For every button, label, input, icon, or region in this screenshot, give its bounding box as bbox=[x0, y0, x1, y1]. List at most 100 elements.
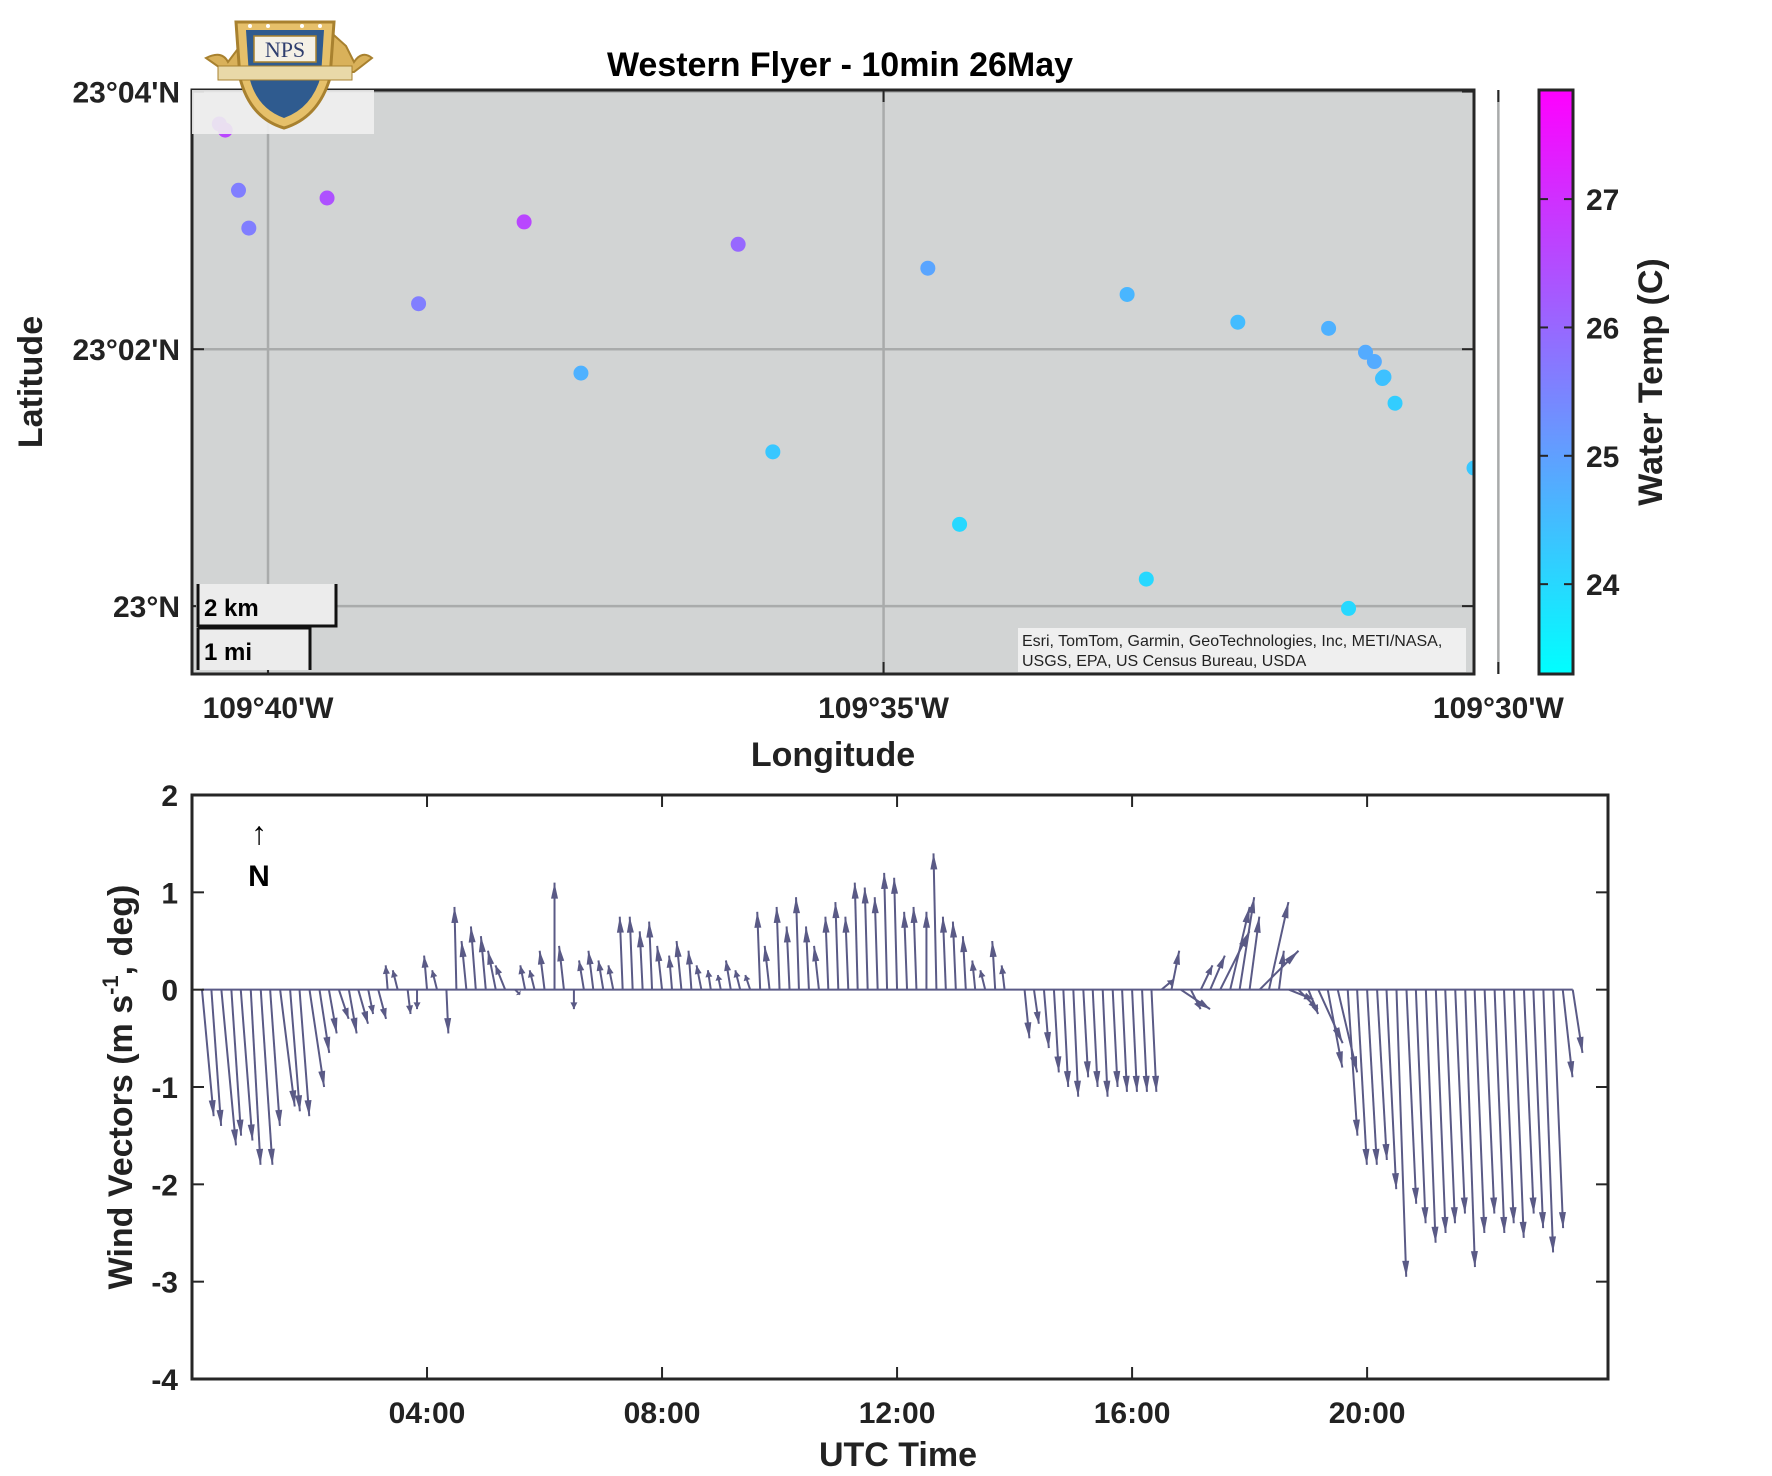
wind-vector-head bbox=[861, 887, 869, 904]
wind-vector-head bbox=[256, 1148, 264, 1165]
map-x-tick-label: 109°35'W bbox=[818, 692, 950, 725]
map-point bbox=[411, 296, 427, 312]
wind-vector-head bbox=[626, 916, 634, 933]
wind-vector-head bbox=[1421, 1207, 1429, 1224]
wind-vector-head bbox=[881, 872, 889, 889]
wind-vector-head bbox=[350, 1017, 358, 1034]
wind-vector-head bbox=[1278, 950, 1286, 965]
wind-vector-head bbox=[515, 990, 521, 996]
wind-vector-head bbox=[478, 936, 486, 953]
wind-vector bbox=[1464, 989, 1476, 1268]
wind-vector bbox=[1405, 989, 1418, 1204]
scale-bar: 2 km 1 mi bbox=[196, 584, 338, 670]
wind-vector bbox=[239, 989, 254, 1141]
wind-vector-head bbox=[1576, 1036, 1584, 1053]
wind-vector-head bbox=[367, 1004, 375, 1014]
wind-vector bbox=[1111, 989, 1119, 1088]
attribution-line-2: USGS, EPA, US Census Bureau, USDA bbox=[1022, 653, 1307, 670]
wind-y-tick-label: -4 bbox=[151, 1364, 178, 1397]
wind-vector-head bbox=[842, 916, 850, 933]
wind-vector-head bbox=[969, 960, 977, 972]
wind-vector-head bbox=[468, 926, 476, 943]
wind-vector-head bbox=[1284, 950, 1299, 965]
wind-vector bbox=[1366, 989, 1378, 1165]
map-points bbox=[211, 116, 1504, 631]
wind-vector-head bbox=[537, 950, 545, 965]
wind-vector bbox=[1512, 989, 1525, 1238]
wind-vector bbox=[1414, 989, 1427, 1224]
wind-vector bbox=[1150, 989, 1158, 1092]
wind-vector-head bbox=[430, 970, 438, 978]
wind-vector bbox=[863, 887, 869, 990]
wind-vector-head bbox=[832, 902, 840, 919]
wind-vector-head bbox=[216, 1109, 224, 1126]
wind-vector-head bbox=[495, 965, 503, 976]
wind-vector-head bbox=[674, 941, 682, 958]
nps-logo: NPS bbox=[192, 20, 374, 134]
colorbar-tick-label: 24 bbox=[1586, 569, 1620, 602]
attribution-line-1: Esri, TomTom, Garmin, GeoTechnologies, I… bbox=[1022, 633, 1442, 650]
wind-vector-head bbox=[871, 897, 879, 914]
wind-vector-head bbox=[1093, 1070, 1101, 1087]
map-point bbox=[1387, 395, 1403, 411]
wind-vector-head bbox=[743, 975, 751, 982]
wind-vector-head bbox=[724, 960, 732, 972]
wind-vector-head bbox=[1431, 1226, 1439, 1243]
map-point bbox=[1321, 320, 1337, 336]
wind-y-label-end: , deg) bbox=[102, 885, 140, 976]
wind-vector-head bbox=[1113, 1070, 1121, 1087]
wind-vector-head bbox=[1197, 999, 1211, 1010]
wind-vector-head bbox=[323, 1036, 331, 1053]
wind-y-tick-label: -3 bbox=[151, 1267, 178, 1300]
wind-vector-head bbox=[1441, 1216, 1449, 1233]
wind-y-label-sup: -1 bbox=[98, 975, 123, 995]
wind-y-tick-label: 1 bbox=[161, 877, 178, 910]
scale-bar-mi-box bbox=[196, 628, 310, 670]
wind-vector-head bbox=[596, 960, 604, 972]
wind-vector-head bbox=[518, 965, 526, 975]
wind-vector-head bbox=[459, 941, 467, 958]
wind-vector bbox=[210, 989, 223, 1127]
wind-vector-head bbox=[361, 1010, 369, 1024]
wind-vector-head bbox=[1132, 1075, 1140, 1092]
wind-vector bbox=[230, 989, 243, 1136]
logo-star-icon bbox=[266, 24, 270, 28]
wind-vector bbox=[1141, 989, 1148, 1092]
wind-vector bbox=[1522, 989, 1535, 1214]
wind-vector-head bbox=[1073, 1080, 1081, 1097]
logo-plate-icon bbox=[253, 35, 317, 63]
wind-vector-head bbox=[586, 950, 594, 965]
wind-vector-head bbox=[793, 897, 801, 914]
wind-vector bbox=[853, 882, 859, 990]
wind-vector-head bbox=[391, 970, 398, 978]
wind-x-tick-label: 12:00 bbox=[859, 1397, 936, 1430]
wind-vector-head bbox=[1529, 1197, 1537, 1214]
map-point bbox=[1489, 616, 1504, 631]
map-x-tick-label: 109°40'W bbox=[203, 692, 335, 725]
wind-vector bbox=[1385, 989, 1398, 1190]
wind-vector-head bbox=[577, 960, 585, 972]
map-point bbox=[573, 365, 589, 381]
wind-vector-head bbox=[950, 921, 958, 938]
map-point bbox=[1366, 354, 1382, 370]
wind-vector-head bbox=[901, 911, 909, 928]
wind-vector-head bbox=[1500, 1216, 1508, 1233]
wind-vector-head bbox=[773, 906, 781, 924]
wind-vector-head bbox=[694, 965, 702, 975]
wind-vector-head bbox=[922, 911, 930, 928]
wind-vector bbox=[269, 989, 281, 1127]
map-frame bbox=[190, 88, 1476, 676]
wind-vector bbox=[1493, 989, 1506, 1234]
wind-y-tick-label: -2 bbox=[151, 1169, 178, 1202]
wind-vector bbox=[1376, 989, 1388, 1161]
wind-x-tick-label: 20:00 bbox=[1329, 1397, 1406, 1430]
colorbar-ticks: 24 25 26 27 bbox=[1539, 184, 1620, 602]
wind-vector-head bbox=[236, 1119, 244, 1136]
map-point bbox=[1358, 344, 1374, 360]
wind-vector bbox=[1091, 989, 1099, 1088]
wind-vector-head bbox=[1122, 1075, 1130, 1092]
map-point bbox=[1466, 460, 1474, 476]
wind-vector-head bbox=[1567, 1060, 1575, 1078]
colorbar-tick-label: 27 bbox=[1586, 184, 1619, 217]
wind-vector-head bbox=[822, 916, 830, 933]
